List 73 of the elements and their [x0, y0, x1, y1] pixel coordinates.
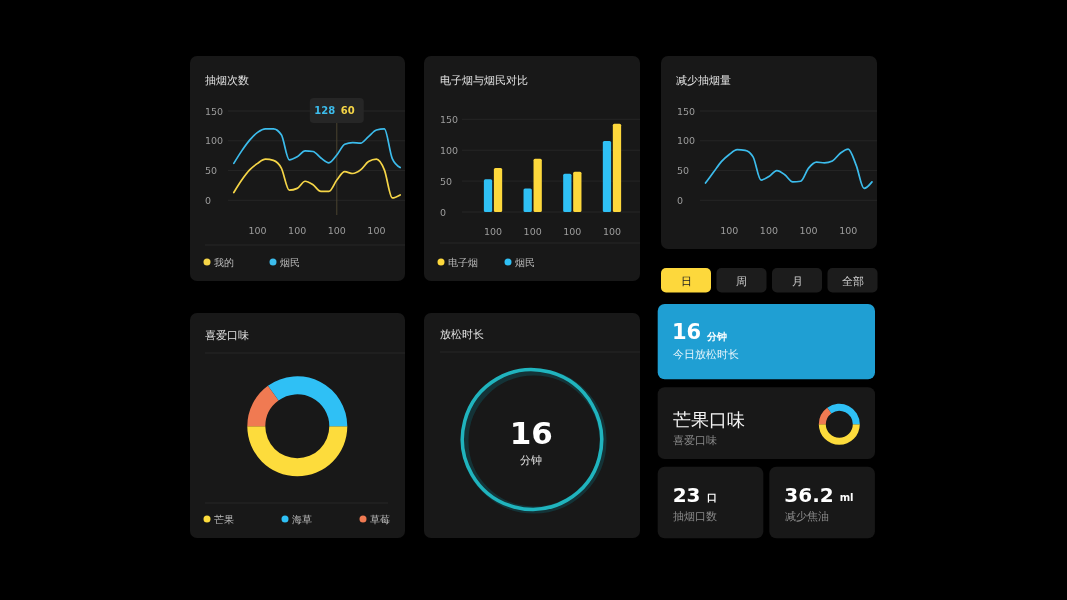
chart-title: 电子烟与烟民对比	[440, 73, 528, 87]
text: 16	[509, 415, 553, 451]
text: ml	[839, 491, 854, 503]
text: 分钟	[706, 331, 728, 342]
text: 放松时长	[440, 327, 484, 341]
legend-label: 烟民	[515, 256, 535, 268]
x-tick-label: 100	[523, 225, 542, 237]
bar	[493, 168, 503, 212]
x-tick-label: 100	[759, 224, 778, 236]
legend-label: 芒果	[214, 513, 234, 525]
donut-slice	[827, 403, 860, 425]
x-tick-label: 100	[839, 224, 858, 236]
chart-title: 喜爱口味	[205, 328, 249, 342]
y-tick-label: 0	[205, 194, 212, 206]
text: 口	[706, 491, 717, 503]
text: 23	[672, 483, 701, 507]
line-series	[232, 128, 402, 169]
x-tick-label: 100	[563, 225, 582, 237]
annotation: 60	[340, 105, 355, 116]
annotation: 128	[314, 105, 336, 116]
donut-slice	[247, 385, 279, 427]
y-tick-label: 50	[677, 165, 690, 177]
bar	[573, 171, 582, 212]
x-tick-label: 100	[248, 224, 267, 236]
legend-label: 烟民	[280, 256, 300, 268]
legend-label: 草莓	[370, 513, 390, 525]
y-tick-label: 100	[677, 135, 696, 147]
tab-button: 月	[772, 268, 822, 293]
donut-slice	[267, 376, 348, 427]
tab-button: 全部	[827, 268, 878, 293]
y-tick-label: 100	[440, 144, 459, 156]
y-tick-label: 150	[677, 105, 696, 117]
bar	[533, 158, 542, 212]
legend-label: 我的	[214, 256, 234, 268]
legend-label: 海草	[292, 513, 312, 525]
text: 今日放松时长	[673, 347, 739, 361]
tab-button: 日	[661, 268, 711, 293]
donut-slice	[247, 426, 348, 477]
text: 抽烟口数	[673, 509, 718, 522]
x-tick-label: 100	[799, 224, 818, 236]
bar	[563, 173, 572, 212]
donut-slice	[818, 424, 860, 445]
chart-title: 芒果口味	[672, 408, 745, 430]
bar	[523, 188, 532, 212]
text: 分钟	[520, 453, 543, 467]
y-tick-label: 50	[440, 175, 453, 187]
donut-slice	[818, 407, 832, 425]
x-tick-label: 100	[602, 225, 622, 237]
bar	[612, 123, 622, 212]
text: 减少焦油	[784, 509, 829, 522]
tab-button: 周	[716, 268, 767, 293]
y-tick-label: 0	[677, 194, 684, 206]
x-tick-label: 100	[327, 224, 346, 236]
chart-title: 抽烟次数	[205, 73, 249, 87]
tooltip: 128 60	[309, 98, 364, 123]
bar	[602, 140, 612, 212]
y-tick-label: 0	[440, 206, 447, 218]
y-tick-label: 150	[205, 105, 224, 117]
y-tick-label: 100	[205, 135, 224, 147]
legend-label: 电子烟	[448, 256, 478, 268]
text: 16	[672, 319, 702, 344]
x-tick-label: 100	[288, 224, 307, 236]
x-tick-label: 100	[483, 225, 503, 237]
bar	[483, 179, 493, 212]
x-tick-label: 100	[367, 224, 386, 236]
text: 36.2	[784, 483, 834, 507]
line-series	[704, 148, 873, 190]
y-tick-label: 150	[440, 113, 459, 125]
text: 喜爱口味	[672, 433, 717, 446]
chart-title: 减少抽烟量	[676, 73, 731, 87]
line-series	[232, 158, 402, 199]
x-tick-label: 100	[720, 224, 739, 236]
y-tick-label: 50	[205, 165, 218, 177]
